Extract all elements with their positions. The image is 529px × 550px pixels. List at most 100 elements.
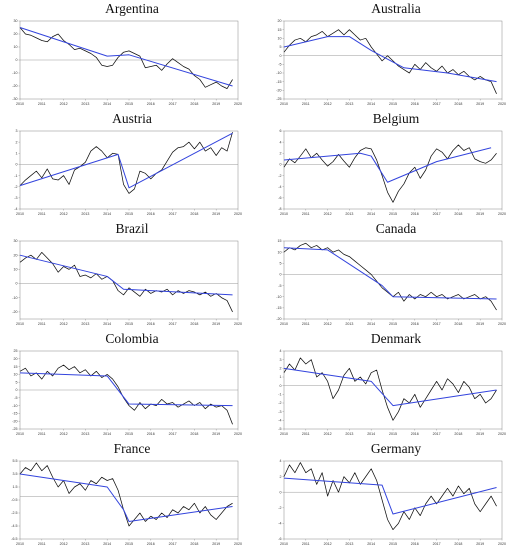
plot-frame bbox=[283, 20, 503, 100]
chart-panel-denmark: Denmark 4 3 2 1 0 -1 -2 -3 -4 -5 2010 2011 2012 2013 20… bbox=[264, 330, 528, 440]
x-tick-label: 2014 bbox=[103, 212, 111, 216]
x-tick-label: 2019 bbox=[476, 212, 484, 216]
y-tick-label: 30 bbox=[14, 19, 18, 23]
y-tick-label: -20 bbox=[276, 317, 281, 321]
x-tick-label: 2013 bbox=[345, 102, 353, 106]
y-tick-label: -10 bbox=[12, 296, 17, 300]
x-tick-label: 2010 bbox=[280, 322, 288, 326]
trend-line bbox=[283, 477, 497, 515]
data-line bbox=[283, 29, 497, 94]
x-tick-label: 2010 bbox=[16, 432, 24, 436]
y-tick-label: -15 bbox=[276, 306, 281, 310]
y-tick-label: 3.5 bbox=[13, 472, 18, 476]
y-tick-label: 0 bbox=[280, 54, 282, 58]
y-tick-label: 0 bbox=[16, 163, 18, 167]
y-tick-label: 1.5 bbox=[13, 485, 18, 489]
chart-title: Colombia bbox=[105, 331, 159, 346]
y-tick-label: 0 bbox=[16, 388, 18, 392]
chart-title: Germany bbox=[370, 441, 422, 456]
x-tick-label: 2015 bbox=[125, 102, 133, 106]
x-tick-label: 2015 bbox=[125, 212, 133, 216]
y-tick-label: 5.5 bbox=[13, 459, 18, 463]
x-tick-label: 2012 bbox=[324, 212, 332, 216]
x-tick-label: 2020 bbox=[498, 542, 506, 546]
y-tick-label: -5 bbox=[14, 396, 17, 400]
x-tick-label: 2019 bbox=[476, 542, 484, 546]
y-tick-label: -0.5 bbox=[11, 498, 17, 502]
x-tick-label: 2020 bbox=[498, 102, 506, 106]
y-tick-label: 15 bbox=[278, 239, 282, 243]
x-tick-label: 2018 bbox=[454, 102, 462, 106]
data-line bbox=[19, 27, 233, 89]
x-tick-label: 2014 bbox=[103, 322, 111, 326]
y-tick-label: 0 bbox=[280, 273, 282, 277]
x-tick-label: 2012 bbox=[60, 322, 68, 326]
x-tick-label: 2018 bbox=[190, 212, 198, 216]
y-tick-label: 3 bbox=[16, 129, 18, 133]
x-tick-label: 2019 bbox=[212, 212, 220, 216]
x-tick-label: 2019 bbox=[212, 542, 220, 546]
x-tick-label: 2011 bbox=[38, 322, 46, 326]
x-tick-label: 2020 bbox=[234, 432, 242, 436]
y-tick-label: 15 bbox=[14, 365, 18, 369]
y-tick-label: 4 bbox=[280, 459, 282, 463]
x-tick-label: 2020 bbox=[498, 432, 506, 436]
x-tick-label: 2017 bbox=[169, 322, 177, 326]
y-tick-label: -10 bbox=[276, 295, 281, 299]
y-tick-label: 0 bbox=[16, 58, 18, 62]
data-line bbox=[19, 364, 233, 425]
x-tick-label: 2017 bbox=[433, 322, 441, 326]
x-tick-label: 2010 bbox=[280, 542, 288, 546]
x-tick-label: 2011 bbox=[38, 102, 46, 106]
x-tick-label: 2018 bbox=[190, 322, 198, 326]
y-tick-label: -4 bbox=[278, 185, 281, 189]
x-tick-label: 2012 bbox=[324, 542, 332, 546]
y-tick-label: 5 bbox=[16, 380, 18, 384]
x-tick-label: 2019 bbox=[476, 432, 484, 436]
y-tick-label: -3 bbox=[14, 196, 17, 200]
y-tick-label: -6 bbox=[278, 537, 281, 541]
x-tick-label: 2016 bbox=[411, 322, 419, 326]
y-tick-label: -25 bbox=[276, 97, 281, 101]
y-tick-label: 0 bbox=[280, 384, 282, 388]
y-tick-label: -5 bbox=[278, 284, 281, 288]
y-tick-label: -10 bbox=[12, 404, 17, 408]
y-tick-label: 0 bbox=[280, 490, 282, 494]
x-tick-label: 2017 bbox=[169, 212, 177, 216]
x-tick-label: 2019 bbox=[212, 432, 220, 436]
x-tick-label: 2010 bbox=[280, 102, 288, 106]
x-tick-label: 2010 bbox=[280, 432, 288, 436]
y-tick-label: -20 bbox=[12, 310, 17, 314]
x-tick-label: 2011 bbox=[38, 212, 46, 216]
x-tick-label: 2014 bbox=[367, 212, 375, 216]
y-tick-label: -3 bbox=[278, 410, 281, 414]
x-tick-label: 2016 bbox=[411, 212, 419, 216]
x-tick-label: 2011 bbox=[302, 322, 310, 326]
x-tick-label: 2015 bbox=[125, 432, 133, 436]
y-tick-label: 0 bbox=[16, 282, 18, 286]
trend-line bbox=[283, 147, 492, 183]
plot-frame bbox=[19, 460, 239, 540]
x-tick-label: 2012 bbox=[60, 212, 68, 216]
x-tick-label: 2014 bbox=[367, 102, 375, 106]
x-tick-label: 2018 bbox=[454, 432, 462, 436]
x-tick-label: 2020 bbox=[498, 322, 506, 326]
x-tick-label: 2011 bbox=[302, 542, 310, 546]
x-tick-label: 2019 bbox=[212, 102, 220, 106]
x-tick-label: 2013 bbox=[81, 212, 89, 216]
plot-frame bbox=[283, 240, 503, 320]
chart-title: Belgium bbox=[372, 111, 420, 126]
chart-panel-canada: Canada 15 10 5 0 -5 -10 -15 -20 2010 2011 2012 2013 2… bbox=[264, 220, 528, 330]
chart-title: Denmark bbox=[370, 331, 422, 346]
data-line bbox=[283, 357, 497, 421]
y-tick-label: 1 bbox=[16, 151, 18, 155]
trend-line bbox=[283, 367, 497, 407]
y-tick-label: -4.5 bbox=[11, 524, 17, 528]
